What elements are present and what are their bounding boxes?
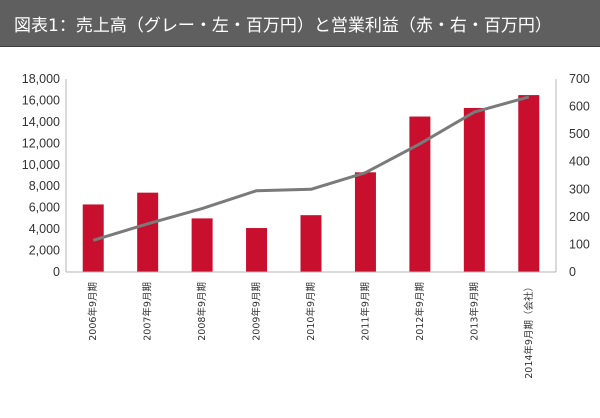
x-tick-label: 2014年9月期（会社）	[523, 282, 535, 379]
y-left-tick-label: 4,000	[29, 222, 60, 236]
bar-9	[518, 95, 540, 272]
y-right-tick-label: 600	[569, 100, 590, 114]
y-right-tick-label: 400	[569, 155, 590, 169]
bar-series	[82, 95, 540, 273]
y-right-tick-label: 300	[569, 182, 590, 196]
x-tick-label: 2006年9月期	[87, 282, 99, 341]
x-axis-labels: 2006年9月期 2007年9月期 2008年9月期 2009年9月期 2010年9月期…	[87, 282, 535, 379]
y-right-tick-label: 100	[569, 237, 590, 251]
y-right-tick-label: 0	[569, 265, 576, 279]
chart-title-bar: 図表1：売上高（グレー・左・百万円）と営業利益（赤・右・百万円）	[0, 0, 600, 47]
y-left-tick-label: 8,000	[29, 179, 60, 193]
axes	[65, 79, 557, 273]
bar-1	[82, 204, 104, 272]
y-left-tick-label: 16,000	[22, 93, 60, 107]
bar-4	[246, 228, 268, 272]
y-axis-right-ticks: 0 100 200 300 400 500 600 700	[569, 72, 590, 279]
operating-profit-line	[92, 95, 530, 242]
x-tick-label: 2008年9月期	[196, 282, 208, 341]
y-left-tick-label: 6,000	[29, 201, 60, 215]
y-right-tick-label: 500	[569, 127, 590, 141]
x-tick-label: 2010年9月期	[305, 282, 317, 341]
x-tick-label: 2012年9月期	[414, 282, 426, 341]
y-left-tick-label: 14,000	[22, 115, 60, 129]
y-right-tick-label: 700	[569, 72, 590, 86]
bar-5	[300, 215, 322, 272]
y-left-tick-label: 0	[53, 265, 60, 279]
y-left-tick-label: 18,000	[22, 72, 60, 86]
y-axis-left-ticks: 0 2,000 4,000 6,000 8,000 10,000 12,000 14,000 1…	[22, 72, 60, 279]
chart-title: 図表1：売上高（グレー・左・百万円）と営業利益（赤・右・百万円）	[14, 16, 552, 36]
y-left-tick-label: 10,000	[22, 158, 60, 172]
y-left-tick-label: 2,000	[29, 244, 60, 258]
y-left-tick-label: 12,000	[22, 136, 60, 150]
bar-3	[191, 218, 213, 272]
bar-2	[137, 192, 159, 272]
x-tick-label: 2013年9月期	[468, 282, 480, 341]
x-tick-label: 2011年9月期	[359, 282, 371, 341]
bar-8	[463, 107, 485, 272]
y-right-tick-label: 200	[569, 210, 590, 224]
x-tick-label: 2009年9月期	[251, 282, 263, 341]
line-series	[92, 95, 530, 242]
bar-6	[354, 172, 376, 272]
bar-7	[409, 116, 431, 273]
x-tick-label: 2007年9月期	[142, 282, 154, 341]
